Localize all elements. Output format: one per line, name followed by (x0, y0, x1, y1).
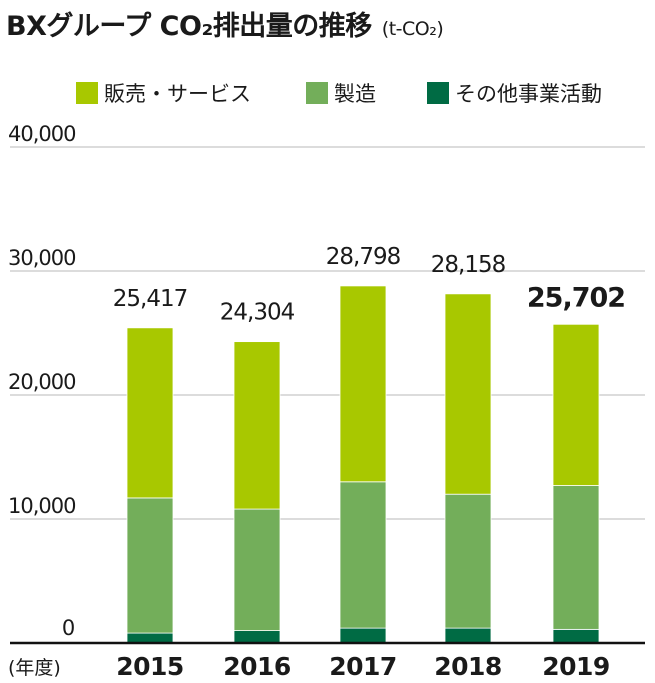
chart-title: BXグループ CO₂排出量の推移 (t-CO₂) (6, 4, 444, 43)
x-tick-label: 2019 (542, 652, 610, 681)
x-tick-label: 2018 (434, 652, 502, 681)
y-tick-label: 0 (62, 616, 74, 640)
bar-segment (233, 508, 281, 631)
legend-label: 製造 (334, 82, 376, 106)
chart-unit: (t-CO₂) (381, 18, 444, 40)
bar-segment (339, 285, 387, 483)
bar-segment (552, 323, 600, 486)
bar-segment (444, 627, 492, 644)
legend-label: 販売・サービス (104, 82, 251, 106)
bar-segment (126, 327, 174, 499)
legend-label: その他事業活動 (455, 82, 602, 106)
bar-segment (126, 497, 174, 634)
bar-segment (444, 293, 492, 495)
bar-segment (233, 341, 281, 510)
bar-total-label: 25,702 (527, 282, 625, 313)
bar-total-label: 28,798 (326, 244, 401, 270)
y-tick-label: 10,000 (8, 494, 75, 518)
y-tick-label: 30,000 (8, 246, 75, 270)
bar-segment (444, 493, 492, 629)
x-tick-label: 2017 (329, 652, 397, 681)
bar-total-label: 28,158 (431, 252, 506, 278)
legend-swatch (76, 82, 98, 104)
bar-segment (126, 632, 174, 644)
bar-segment (339, 481, 387, 629)
bar-segment (552, 628, 600, 644)
y-tick-label: 40,000 (8, 122, 75, 146)
legend-swatch (427, 82, 449, 104)
bar-total-label: 25,417 (113, 286, 187, 312)
bar-segment (339, 627, 387, 644)
chart-title-text: BXグループ CO₂排出量の推移 (6, 11, 372, 42)
x-tick-label: 2015 (116, 652, 184, 681)
bar-segment (233, 630, 281, 644)
x-tick-label: 2016 (223, 652, 291, 681)
y-tick-label: 20,000 (8, 370, 75, 394)
legend-swatch (306, 82, 328, 104)
bar-total-label: 24,304 (220, 300, 295, 326)
bar-segment (552, 485, 600, 630)
x-axis-label: (年度) (8, 657, 61, 679)
